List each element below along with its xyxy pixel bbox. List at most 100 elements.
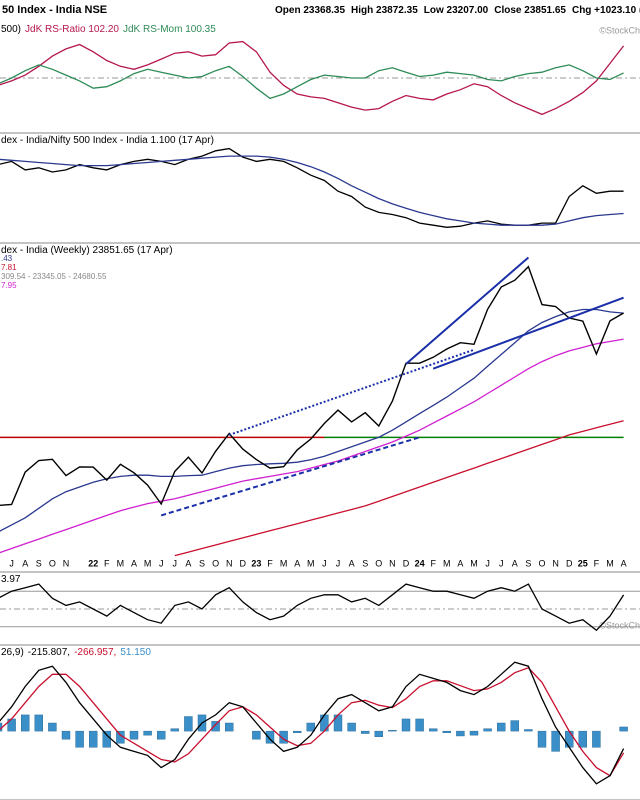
histogram-bar [224, 722, 234, 732]
histogram-bar [456, 730, 465, 737]
legend: 500) JdK RS-Ratio 102.20 JdK RS-Mom 100.35 [1, 24, 216, 35]
histogram-bar [184, 716, 193, 732]
legend-item: 7.81 [1, 263, 17, 272]
x-tick-label: M [443, 558, 451, 568]
histogram-bar [265, 730, 275, 744]
x-tick-label: A [349, 558, 355, 568]
x-tick-label: J [499, 558, 504, 568]
x-tick-label: A [294, 558, 300, 568]
histogram-bar [374, 730, 383, 737]
x-tick-label: D [566, 558, 573, 568]
quote: Open 23368.35 High 23872.35 Low 23207.00 Cl… [275, 5, 640, 16]
quote-item: Low 23207.00 [424, 5, 489, 16]
panel [0, 147, 624, 228]
histogram-bar [306, 722, 315, 732]
series-line [0, 64, 624, 100]
legend-item: JdK RS-Mom 100.35 [123, 24, 216, 35]
legend: .43 [1, 254, 13, 263]
legend: dex - India/Nifty 500 Index - India 1.10… [1, 135, 214, 146]
x-tick-label: N [389, 558, 396, 568]
x-tick-label: M [606, 558, 614, 568]
x-tick-label: M [144, 558, 152, 568]
series-line [0, 661, 625, 785]
histogram-bar [347, 722, 356, 732]
histogram-bar [524, 729, 533, 732]
x-tick-label: J [336, 558, 341, 568]
legend-item: 26,9) [1, 647, 24, 658]
legend-item: 500) [1, 24, 21, 35]
histogram-bar [429, 728, 438, 732]
x-tick-label: A [131, 558, 137, 568]
x-tick-label: S [362, 558, 368, 568]
series-line [0, 155, 624, 226]
x-tick-label: M [307, 558, 315, 568]
series-line [0, 308, 624, 532]
histogram-bar [21, 714, 30, 732]
x-tick-label: A [22, 558, 28, 568]
x-tick-label: N [552, 558, 559, 568]
x-tick-label: J [485, 558, 490, 568]
quote-item: High 23872.35 [351, 5, 418, 16]
legend-item: 3.97 [1, 574, 21, 585]
series-line [174, 420, 624, 557]
quote-item: Open 23368.35 [275, 5, 345, 16]
x-tick-label: F [594, 558, 600, 568]
x-tick-label: 22 [88, 558, 98, 568]
legend: 309.54 - 23345.05 - 24680.55 [1, 272, 107, 281]
legend-item: 309.54 - 23345.05 - 24680.55 [1, 272, 107, 281]
legend: 7.95 [1, 281, 17, 290]
histogram-bar [469, 730, 479, 736]
histogram-bar [129, 730, 139, 740]
legend: 7.81 [1, 263, 17, 272]
histogram-bar [551, 730, 560, 752]
x-tick-label: O [375, 558, 382, 568]
x-tick-label: J [322, 558, 327, 568]
x-tick-label: D [240, 558, 247, 568]
histogram-bar [401, 718, 411, 732]
legend-item: JdK RS-Ratio 102.20 [25, 24, 119, 35]
histogram-bar [48, 722, 57, 732]
legend-item: .43 [1, 254, 13, 263]
legend-item: dex - India/Nifty 500 Index - India 1.10… [1, 135, 214, 146]
legend-item: -266.957, [74, 647, 116, 658]
histogram-bar [578, 730, 587, 748]
histogram-bar [252, 730, 261, 740]
x-tick-label: A [457, 558, 463, 568]
histogram-bar [361, 730, 370, 734]
x-tick-label: M [280, 558, 288, 568]
series-line [0, 667, 625, 777]
histogram-bar [442, 730, 451, 733]
series-line [0, 583, 625, 632]
x-tick-label: M [470, 558, 478, 568]
legend: dex - India (Weekly) 23851.65 (17 Apr) [1, 245, 173, 256]
x-tick-label: J [9, 558, 14, 568]
panel [0, 583, 640, 632]
histogram-bar [279, 730, 288, 744]
x-tick-label: F [267, 558, 273, 568]
quote-item: Chg +1023.10 (+4 [572, 5, 640, 16]
x-tick-label: J [159, 558, 164, 568]
panel [0, 661, 628, 785]
histogram-bar [565, 730, 574, 748]
x-tick-label: O [49, 558, 56, 568]
x-tick-label: F [430, 558, 436, 568]
x-tick-label: A [512, 558, 518, 568]
x-tick-label: 23 [251, 558, 261, 568]
histogram-bar [34, 714, 43, 732]
x-tick-label: F [104, 558, 110, 568]
x-tick-label: D [403, 558, 410, 568]
trendline [160, 436, 420, 517]
histogram-bar [156, 730, 166, 740]
series-line [0, 338, 624, 554]
x-tick-label: O [212, 558, 219, 568]
histogram-bar [61, 730, 71, 740]
x-tick-label: A [621, 558, 627, 568]
x-tick-label: 24 [415, 558, 425, 568]
histogram-bar [483, 728, 492, 732]
histogram-bar [170, 728, 180, 732]
x-tick-label: S [36, 558, 42, 568]
x-tick-label: J [173, 558, 178, 568]
x-tick-label: N [63, 558, 70, 568]
trendline [405, 256, 530, 365]
